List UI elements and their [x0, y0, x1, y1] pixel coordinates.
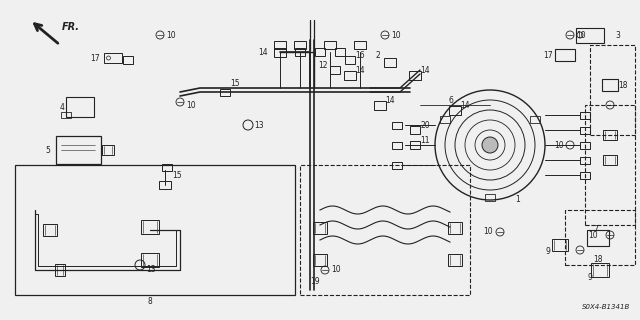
Text: 9: 9 — [587, 274, 592, 283]
Bar — [330, 66, 340, 74]
Text: 14: 14 — [420, 66, 429, 75]
Bar — [392, 162, 402, 169]
Text: 14: 14 — [355, 66, 365, 75]
Bar — [530, 116, 540, 123]
Bar — [61, 112, 71, 118]
Text: 19: 19 — [310, 277, 319, 286]
Bar — [591, 263, 609, 277]
Text: 10: 10 — [554, 140, 564, 149]
Text: 13: 13 — [254, 121, 264, 130]
Bar — [335, 48, 345, 56]
Text: 13: 13 — [146, 266, 156, 275]
Bar — [344, 70, 356, 79]
Text: 10: 10 — [186, 100, 196, 109]
Text: 10: 10 — [588, 230, 598, 239]
Text: 18: 18 — [593, 255, 602, 265]
Text: 1: 1 — [515, 196, 520, 204]
Bar — [294, 41, 306, 49]
Bar — [602, 79, 618, 91]
Bar — [585, 105, 635, 225]
Bar — [66, 97, 94, 117]
Bar — [580, 156, 590, 164]
Bar — [410, 126, 420, 134]
Bar — [123, 56, 133, 64]
Bar — [603, 130, 617, 140]
Bar — [56, 136, 100, 164]
Text: 7: 7 — [593, 226, 598, 235]
Bar — [324, 41, 336, 49]
Text: 6: 6 — [448, 95, 453, 105]
Bar — [603, 155, 617, 165]
Bar — [313, 254, 327, 266]
Bar — [345, 56, 355, 64]
Text: 2: 2 — [375, 51, 380, 60]
Bar — [313, 222, 327, 234]
Bar — [43, 224, 57, 236]
Bar — [15, 165, 295, 295]
Text: 10: 10 — [576, 30, 586, 39]
Bar — [410, 141, 420, 149]
Bar — [384, 58, 396, 67]
Bar — [374, 100, 386, 109]
Bar — [141, 253, 159, 267]
Text: 4: 4 — [60, 102, 65, 111]
Bar — [354, 41, 366, 49]
Bar — [580, 141, 590, 148]
Bar — [104, 53, 122, 63]
Text: 14: 14 — [259, 47, 268, 57]
Bar — [590, 45, 635, 135]
Text: 12: 12 — [319, 60, 328, 69]
Bar — [55, 264, 65, 276]
Bar — [295, 48, 305, 56]
Bar — [300, 165, 470, 295]
Text: 17: 17 — [543, 51, 553, 60]
Bar — [274, 47, 286, 57]
Bar — [162, 164, 172, 171]
Text: 20: 20 — [420, 121, 429, 130]
Bar — [485, 194, 495, 201]
Bar — [448, 222, 462, 234]
Bar — [580, 172, 590, 179]
Text: 5: 5 — [45, 146, 50, 155]
Bar — [315, 48, 325, 56]
Text: 11: 11 — [420, 135, 429, 145]
Bar — [448, 254, 462, 266]
Text: 10: 10 — [331, 266, 340, 275]
Bar — [409, 70, 421, 79]
Bar — [565, 210, 635, 265]
Bar — [159, 181, 171, 189]
Bar — [449, 106, 461, 115]
Bar — [392, 141, 402, 148]
Bar — [552, 239, 568, 251]
Text: 8: 8 — [148, 298, 152, 307]
Bar — [220, 89, 230, 95]
Text: 15: 15 — [172, 171, 182, 180]
Text: FR.: FR. — [62, 22, 80, 32]
Bar — [576, 28, 604, 43]
Circle shape — [482, 137, 498, 153]
Text: 10: 10 — [166, 30, 175, 39]
Bar — [392, 122, 402, 129]
Text: 18: 18 — [618, 81, 627, 90]
Text: 15: 15 — [230, 78, 239, 87]
Text: 10: 10 — [391, 30, 401, 39]
Bar — [274, 41, 286, 49]
Text: S0X4-B1341B: S0X4-B1341B — [582, 304, 630, 310]
Text: 14: 14 — [460, 100, 470, 109]
Bar — [440, 116, 450, 123]
Text: 16: 16 — [355, 51, 365, 60]
Text: 3: 3 — [615, 30, 620, 39]
Bar — [102, 145, 114, 155]
Bar — [141, 220, 159, 234]
Bar — [555, 49, 575, 61]
Bar — [580, 111, 590, 118]
Text: 9: 9 — [545, 247, 550, 257]
Text: 10: 10 — [483, 228, 493, 236]
Text: 14: 14 — [385, 95, 395, 105]
Text: 17: 17 — [90, 53, 100, 62]
Bar — [580, 126, 590, 133]
Bar — [587, 230, 609, 246]
